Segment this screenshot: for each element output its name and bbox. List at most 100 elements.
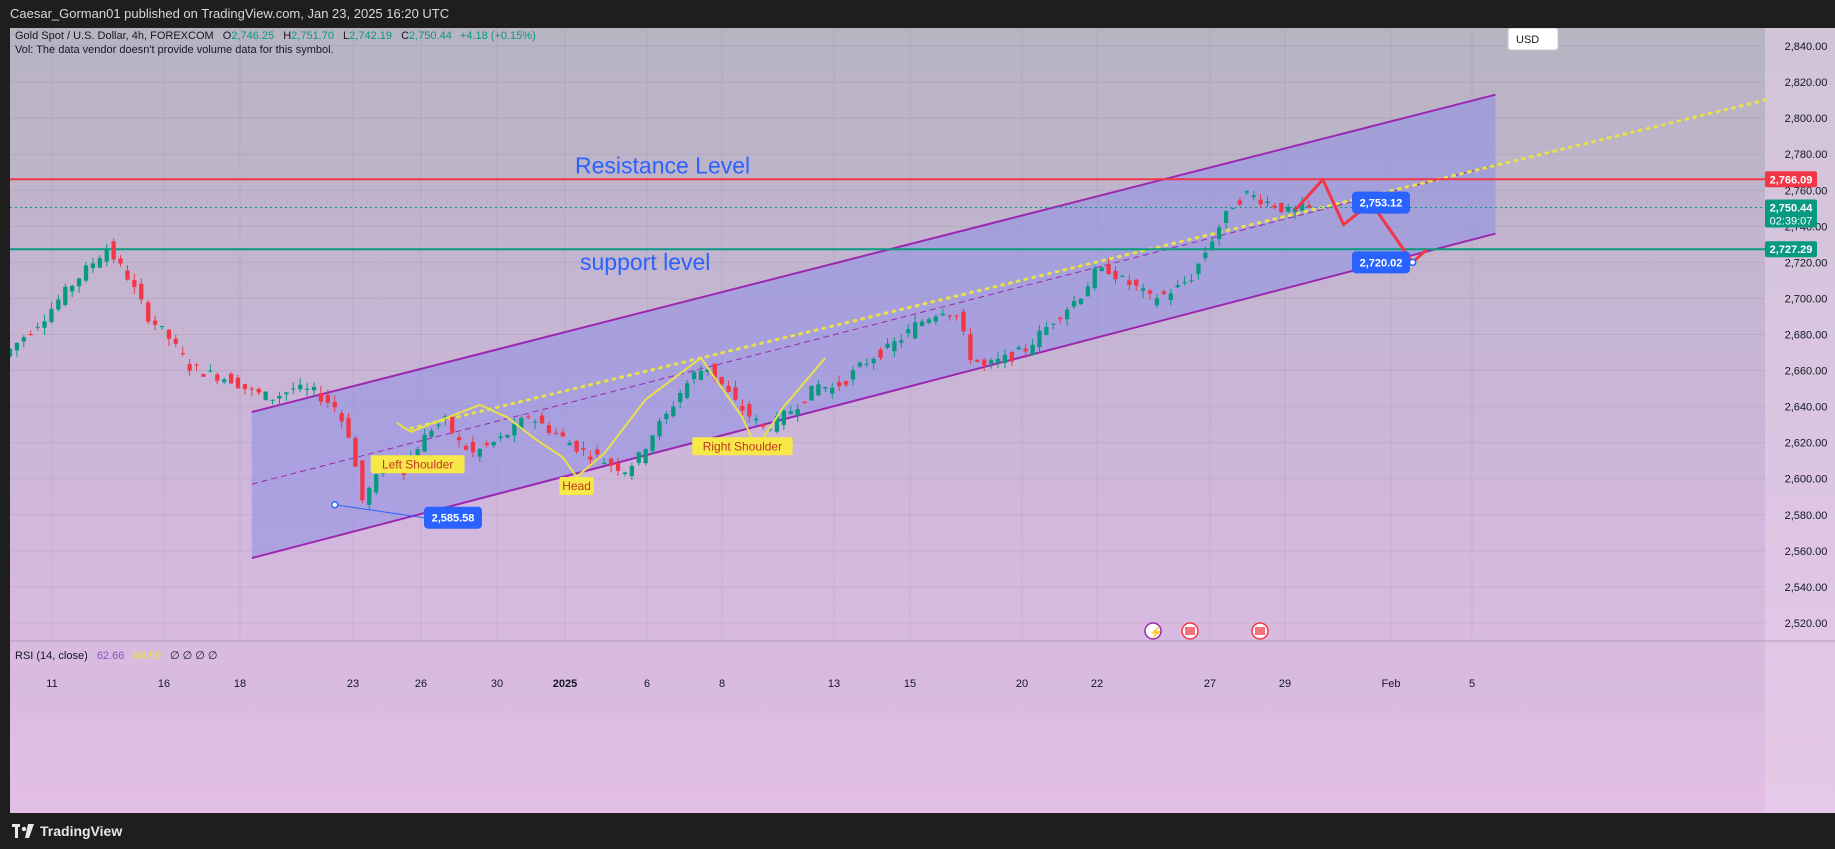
candle-body — [712, 363, 717, 378]
us-flag-stripes-2 — [1255, 627, 1265, 635]
countdown-tag: 02:39:07 — [1770, 216, 1813, 228]
candle-body — [21, 337, 26, 342]
x-tick-label: Feb — [1382, 678, 1401, 690]
channel-lower-line[interactable] — [251, 232, 1496, 560]
candle-body — [678, 392, 683, 403]
candle-body — [111, 241, 116, 260]
candle-body — [691, 372, 697, 380]
y-tick-label: 2,620.00 — [1785, 438, 1828, 450]
candle-body — [519, 418, 524, 429]
legend-symbol: Gold Spot / U.S. Dollar, 4h, FOREXCOM — [15, 30, 214, 42]
candle-body — [35, 326, 40, 328]
candle-body — [104, 248, 109, 262]
price-axis-panel — [1765, 28, 1835, 813]
tradingview-brand[interactable]: TradingView — [12, 813, 122, 849]
candle-body — [684, 383, 690, 398]
candle-body — [553, 432, 558, 434]
chart-svg[interactable]: 2,520.00 2,540.00 2,560.00 2,580.00 2,600.00… — [7, 27, 1835, 813]
rsi-label: RSI (14, close) — [15, 650, 88, 662]
footer-bar: TradingView — [0, 813, 1835, 849]
candle-body — [1085, 286, 1091, 297]
candle-body — [159, 325, 165, 328]
y-tick-label: 2,840.00 — [1785, 41, 1828, 53]
rsi-placeholders: ∅ ∅ ∅ ∅ — [170, 650, 218, 662]
lightning-event-icon[interactable] — [1144, 622, 1162, 640]
x-tick-label: 6 — [644, 678, 650, 690]
legend: Gold Spot / U.S. Dollar, 4h, FOREXCOM O2… — [15, 30, 536, 56]
candle-body — [650, 435, 655, 451]
candle-body — [1265, 201, 1270, 204]
candle-body — [526, 416, 531, 418]
chart-area[interactable]: 2,520.00 2,540.00 2,560.00 2,580.00 2,600.00… — [7, 27, 1835, 813]
channel-midline[interactable] — [251, 164, 1496, 485]
candle-body — [1147, 290, 1153, 294]
candle-body — [187, 364, 192, 371]
callout-leader — [334, 504, 425, 519]
callout-anchor — [330, 500, 339, 509]
candle-body — [484, 443, 489, 446]
candle-body — [477, 448, 482, 457]
candle-body — [353, 437, 358, 467]
candle-body — [560, 432, 565, 437]
candle-body — [132, 280, 137, 288]
support-tag: 2,727.29 — [1770, 244, 1813, 256]
candle-body — [975, 359, 980, 362]
footer-brand-text: TradingView — [40, 823, 123, 839]
candle-body — [1203, 252, 1208, 259]
y-tick-label: 2,820.00 — [1785, 77, 1828, 89]
channel-upper-line[interactable] — [251, 93, 1496, 413]
candle-body — [926, 319, 932, 323]
candle-body — [222, 379, 227, 383]
currency-button[interactable] — [1507, 27, 1559, 51]
candle-body — [1217, 227, 1222, 240]
candle-body — [1175, 285, 1180, 288]
candle-body — [532, 421, 538, 423]
candle-body — [1244, 191, 1249, 193]
publish-header: Caesar_Gorman01 published on TradingView… — [0, 0, 1835, 28]
candle-body — [760, 424, 766, 427]
extended-trend-dotted[interactable] — [409, 98, 1767, 430]
candle-body — [947, 315, 952, 317]
y-tick-label: 2,660.00 — [1785, 366, 1828, 378]
candle-body — [643, 449, 648, 464]
candle-body — [173, 338, 178, 344]
candle-body — [747, 404, 752, 417]
candle-body — [1237, 200, 1243, 205]
candle-body — [767, 429, 773, 431]
candle-body — [97, 258, 102, 268]
candle-body — [1099, 267, 1104, 271]
candle-body — [1009, 351, 1015, 362]
candle-body — [194, 364, 199, 366]
candle-body — [539, 415, 545, 424]
candle-body — [906, 329, 911, 334]
x-tick-label: 15 — [904, 678, 916, 690]
y-tick-label: 2,520.00 — [1785, 618, 1828, 630]
candle-body — [1065, 309, 1070, 320]
candle-body — [291, 388, 296, 390]
candle-body — [581, 448, 586, 450]
time-axis-panel — [10, 668, 1765, 713]
candle-body — [899, 340, 904, 343]
candle-body — [836, 382, 842, 387]
candle-body — [374, 474, 379, 493]
candle-body — [256, 389, 261, 393]
candle-body — [125, 270, 130, 280]
x-tick-label: 27 — [1204, 678, 1216, 690]
callout-label: 2,585.58 — [432, 513, 475, 525]
candle-body — [56, 299, 61, 310]
candle-body — [615, 462, 621, 471]
pattern-label-bg — [692, 437, 793, 456]
candle-body — [228, 373, 234, 384]
candle-body — [657, 421, 662, 437]
candle-body — [871, 358, 876, 364]
candle-body — [988, 360, 994, 364]
candle-body — [1286, 206, 1291, 212]
x-tick-label: 18 — [234, 678, 246, 690]
candle-body — [1182, 282, 1187, 284]
candle-body — [436, 424, 441, 426]
candle-body — [450, 416, 455, 433]
candle-body — [705, 369, 710, 373]
y-tick-label: 2,720.00 — [1785, 257, 1828, 269]
x-tick-label: 5 — [1469, 678, 1475, 690]
x-tick-label: 30 — [491, 678, 503, 690]
